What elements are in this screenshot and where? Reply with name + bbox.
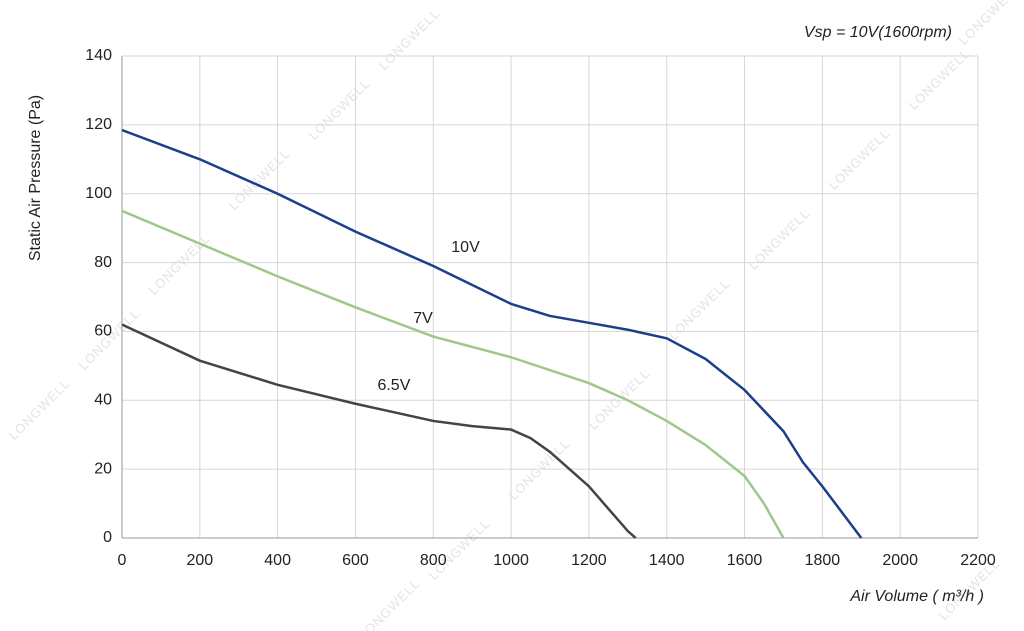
y-tick-label: 60 [94, 323, 112, 340]
x-tick-label: 400 [264, 552, 291, 569]
watermark: LONGWELL [6, 376, 73, 443]
watermark: LONGWELL [586, 366, 653, 433]
y-tick-label: 40 [94, 392, 112, 409]
watermarks: LONGWELLLONGWELLLONGWELLLONGWELLLONGWELL… [6, 0, 1023, 631]
x-tick-label: 2200 [960, 552, 996, 569]
x-tick-label: 1200 [571, 552, 607, 569]
x-tick-label: 2000 [882, 552, 918, 569]
series-line [121, 128, 863, 539]
y-axis-label: Static Air Pressure (Pa) [27, 95, 44, 261]
watermark: LONGWELL [356, 576, 423, 631]
x-tick-label: 800 [420, 552, 447, 569]
watermark: LONGWELL [146, 231, 213, 298]
y-tick-label: 120 [85, 116, 112, 133]
series-label: 10V [451, 239, 480, 256]
x-tick-label: 1000 [493, 552, 529, 569]
y-tick-label: 20 [94, 460, 112, 477]
watermark: LONGWELL [826, 126, 893, 193]
watermark: LONGWELL [426, 516, 493, 583]
series-label: 7V [413, 310, 433, 327]
y-tick-label: 80 [94, 254, 112, 271]
y-tick-label: 140 [85, 47, 112, 64]
x-axis-label: Air Volume ( m³/h ) [849, 588, 984, 605]
watermark: LONGWELL [956, 0, 1023, 48]
series-label: 6.5V [377, 377, 410, 394]
series-line [121, 323, 637, 539]
watermark: LONGWELL [666, 276, 733, 343]
watermark: LONGWELL [226, 146, 293, 213]
x-tick-label: 1400 [649, 552, 685, 569]
x-tick-label: 0 [118, 552, 127, 569]
x-tick-label: 1800 [805, 552, 841, 569]
y-tick-label: 100 [85, 185, 112, 202]
x-tick-label: 200 [186, 552, 213, 569]
y-tick-label: 0 [103, 529, 112, 546]
watermark: LONGWELL [306, 76, 373, 143]
chart-title: Vsp = 10V(1600rpm) [804, 24, 952, 41]
x-tick-label: 1600 [727, 552, 763, 569]
x-tick-label: 600 [342, 552, 369, 569]
series-line [121, 209, 785, 539]
